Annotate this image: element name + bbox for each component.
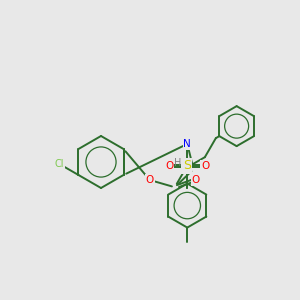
Text: O: O	[201, 161, 209, 171]
Text: S: S	[183, 160, 191, 172]
Text: Cl: Cl	[55, 159, 64, 169]
Text: O: O	[191, 175, 200, 185]
Text: N: N	[183, 139, 191, 149]
Text: N: N	[182, 163, 190, 173]
Text: H: H	[174, 158, 182, 168]
Text: O: O	[165, 161, 173, 171]
Text: O: O	[146, 175, 154, 185]
